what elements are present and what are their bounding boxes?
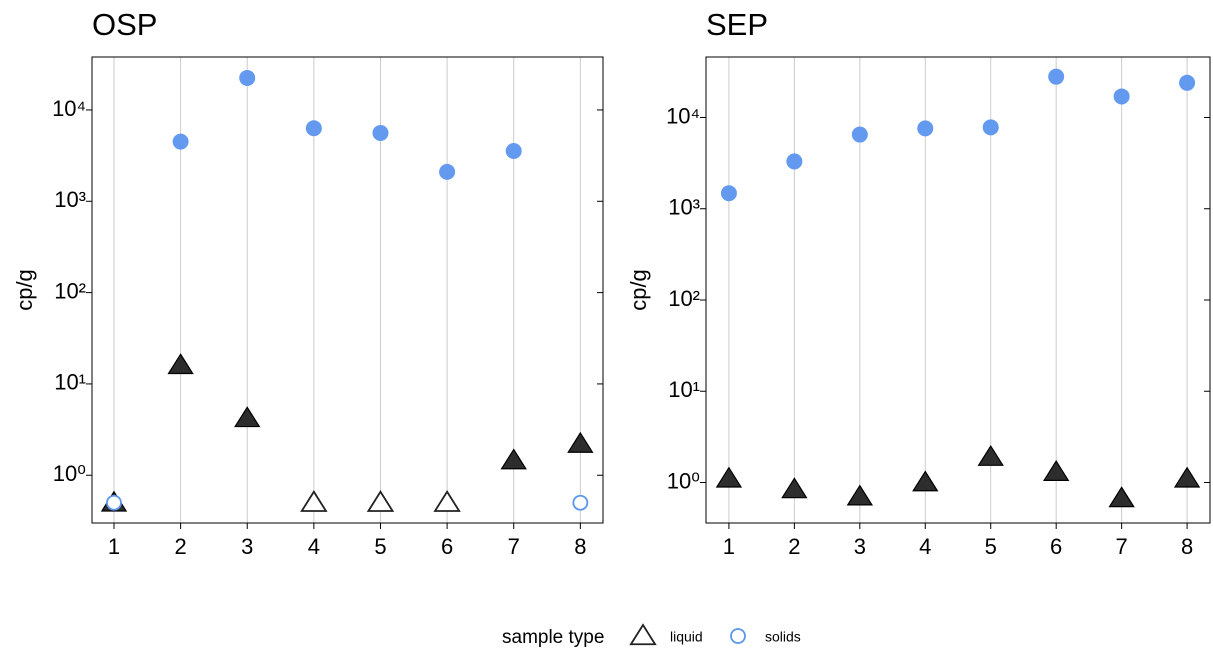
data-point <box>372 124 389 141</box>
x-tick-label: 7 <box>1116 534 1128 559</box>
data-point <box>786 153 803 170</box>
data-point <box>1113 88 1130 105</box>
legend-symbol <box>629 623 657 646</box>
data-point <box>300 490 328 512</box>
legend-symbol <box>730 628 746 644</box>
x-tick-label: 2 <box>788 534 800 559</box>
y-tick-label: 10⁰ <box>53 461 86 486</box>
chart-title: OSP <box>92 7 157 42</box>
x-tick-label: 1 <box>108 534 120 559</box>
data-point <box>1179 74 1196 91</box>
data-point <box>439 163 456 180</box>
data-point <box>505 143 522 160</box>
data-point <box>234 406 261 428</box>
x-tick-label: 3 <box>854 534 866 559</box>
x-tick-label: 8 <box>1181 534 1193 559</box>
data-point <box>1108 486 1135 508</box>
y-tick-label: 10¹ <box>54 370 86 395</box>
y-tick-label: 10⁴ <box>666 103 700 128</box>
x-tick-label: 5 <box>374 534 386 559</box>
data-point <box>715 466 743 488</box>
x-tick-label: 1 <box>723 534 735 559</box>
x-tick-label: 5 <box>985 534 997 559</box>
y-tick-label: 10² <box>54 278 86 303</box>
y-axis-label: cp/g <box>626 269 651 311</box>
data-point <box>720 185 737 202</box>
y-tick-label: 10² <box>668 286 700 311</box>
data-point <box>982 119 999 136</box>
y-axis-label: cp/g <box>12 269 37 311</box>
x-tick-label: 4 <box>308 534 320 559</box>
data-point <box>305 120 322 137</box>
data-point <box>567 431 594 453</box>
legend-label: solids <box>765 629 801 645</box>
data-point <box>172 133 189 150</box>
legend-title: sample type <box>502 627 604 648</box>
chart-title: SEP <box>706 7 768 42</box>
y-tick-label: 10³ <box>668 195 700 220</box>
y-tick-label: 10⁴ <box>52 96 86 121</box>
y-tick-label: 10³ <box>54 187 86 212</box>
x-tick-label: 2 <box>174 534 186 559</box>
data-point <box>433 490 461 512</box>
data-point <box>366 490 395 512</box>
data-point <box>1048 68 1065 85</box>
plot-frame <box>705 56 1211 524</box>
data-point <box>572 494 589 511</box>
data-point <box>912 470 939 492</box>
data-point <box>781 477 808 499</box>
x-tick-label: 6 <box>1050 534 1062 559</box>
data-point <box>1173 466 1201 488</box>
data-point <box>239 69 256 86</box>
data-point <box>167 353 194 375</box>
y-tick-label: 10¹ <box>668 377 700 402</box>
x-tick-label: 3 <box>241 534 253 559</box>
data-point <box>846 484 874 506</box>
x-tick-label: 4 <box>919 534 931 559</box>
data-point <box>500 448 527 470</box>
data-point <box>977 444 1004 466</box>
x-tick-label: 6 <box>441 534 453 559</box>
x-tick-label: 8 <box>574 534 586 559</box>
y-tick-label: 10⁰ <box>667 468 700 493</box>
data-point <box>1042 459 1070 481</box>
data-point <box>851 126 868 143</box>
data-point <box>917 120 934 137</box>
data-point <box>106 494 122 511</box>
x-tick-label: 7 <box>508 534 520 559</box>
legend-label: liquid <box>670 629 703 645</box>
plot-frame <box>91 56 604 524</box>
